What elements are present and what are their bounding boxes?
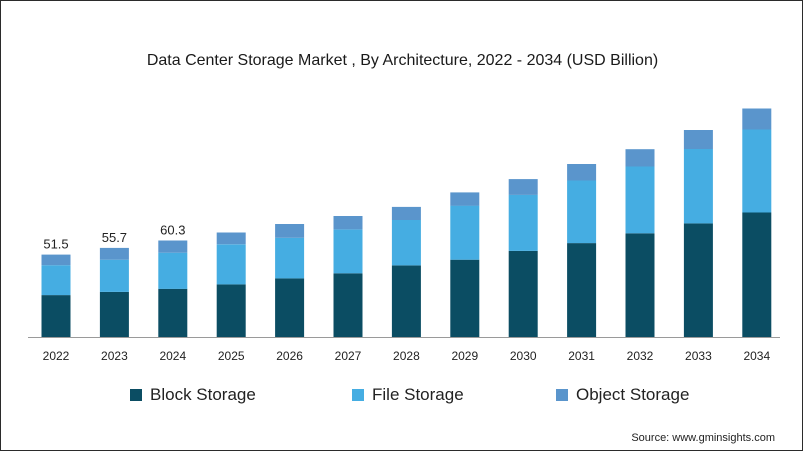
- bar-segment-block-storage-2030: [508, 250, 538, 337]
- bar-segment-object-storage-2024: [158, 240, 188, 253]
- bar-segment-object-storage-2028: [391, 206, 421, 220]
- bar-segment-block-storage-2024: [158, 288, 188, 337]
- bar-segment-object-storage-2023: [99, 247, 129, 260]
- legend-item-block-storage: Block Storage: [130, 385, 256, 405]
- bar-segment-file-storage-2022: [41, 265, 71, 296]
- x-tick-label-2022: 2022: [43, 349, 70, 363]
- bar-segment-file-storage-2034: [742, 129, 772, 213]
- x-tick-label-2031: 2031: [568, 349, 595, 363]
- bar-segment-file-storage-2028: [391, 220, 421, 266]
- bar-segment-file-storage-2032: [625, 166, 655, 234]
- bar-segment-block-storage-2022: [41, 295, 71, 337]
- bar-segment-file-storage-2030: [508, 194, 538, 251]
- bar-segment-file-storage-2023: [99, 259, 129, 292]
- bar-segment-file-storage-2025: [216, 244, 246, 285]
- x-tick-label-2027: 2027: [335, 349, 362, 363]
- bar-segment-object-storage-2029: [450, 192, 480, 206]
- legend-label: Block Storage: [150, 385, 256, 404]
- legend-item-object-storage: Object Storage: [556, 385, 689, 405]
- bar-segment-object-storage-2034: [742, 108, 772, 130]
- x-tick-label-2033: 2033: [685, 349, 712, 363]
- legend-label: Object Storage: [576, 385, 690, 404]
- x-tick-label-2025: 2025: [218, 349, 245, 363]
- bar-segment-block-storage-2033: [683, 223, 713, 337]
- chart-legend: Block Storage File Storage Object Storage: [0, 385, 805, 407]
- bar-segment-block-storage-2026: [275, 278, 305, 337]
- bar-segment-object-storage-2027: [333, 216, 363, 230]
- bar-segment-block-storage-2025: [216, 284, 246, 337]
- data-label-2022: 51.5: [43, 237, 68, 252]
- bar-segment-object-storage-2025: [216, 232, 246, 245]
- bar-segment-object-storage-2031: [567, 164, 597, 181]
- bar-segment-block-storage-2027: [333, 273, 363, 337]
- legend-item-file-storage: File Storage: [352, 385, 464, 405]
- x-tick-label-2032: 2032: [627, 349, 654, 363]
- x-tick-label-2024: 2024: [159, 349, 186, 363]
- bar-segment-object-storage-2033: [683, 130, 713, 149]
- bar-segment-object-storage-2026: [275, 224, 305, 238]
- bar-segment-block-storage-2029: [450, 259, 480, 337]
- bar-segment-file-storage-2024: [158, 252, 188, 289]
- bar-segment-block-storage-2023: [99, 291, 129, 337]
- x-tick-label-2030: 2030: [510, 349, 537, 363]
- bar-segment-file-storage-2027: [333, 229, 363, 274]
- legend-swatch: [352, 389, 364, 401]
- bar-segment-object-storage-2030: [508, 179, 538, 195]
- legend-swatch: [130, 389, 142, 401]
- legend-label: File Storage: [372, 385, 464, 404]
- source-note: Source: www.gminsights.com: [631, 432, 775, 444]
- x-tick-label-2028: 2028: [393, 349, 420, 363]
- bar-segment-block-storage-2034: [742, 212, 772, 337]
- x-tick-label-2034: 2034: [743, 349, 770, 363]
- x-tick-label-2023: 2023: [101, 349, 128, 363]
- x-tick-label-2026: 2026: [276, 349, 303, 363]
- bar-segment-block-storage-2031: [567, 243, 597, 337]
- bar-segment-file-storage-2026: [275, 237, 305, 279]
- legend-swatch: [556, 389, 568, 401]
- chart-plot-area: 2022 51.5 2023 55.7 2024 60.3 2025 2026 2027 2028…: [28, 108, 780, 363]
- bar-segment-file-storage-2033: [683, 149, 713, 224]
- data-label-2024: 60.3: [160, 223, 185, 238]
- bar-segment-file-storage-2031: [567, 180, 597, 244]
- chart-title: Data Center Storage Market , By Architec…: [146, 52, 659, 69]
- bar-segment-block-storage-2032: [625, 233, 655, 337]
- data-label-2023: 55.7: [102, 230, 127, 245]
- bar-segment-object-storage-2032: [625, 149, 655, 167]
- bar-segment-block-storage-2028: [391, 265, 421, 337]
- bar-segment-object-storage-2022: [41, 254, 71, 266]
- x-tick-label-2029: 2029: [451, 349, 478, 363]
- bar-segment-file-storage-2029: [450, 205, 480, 260]
